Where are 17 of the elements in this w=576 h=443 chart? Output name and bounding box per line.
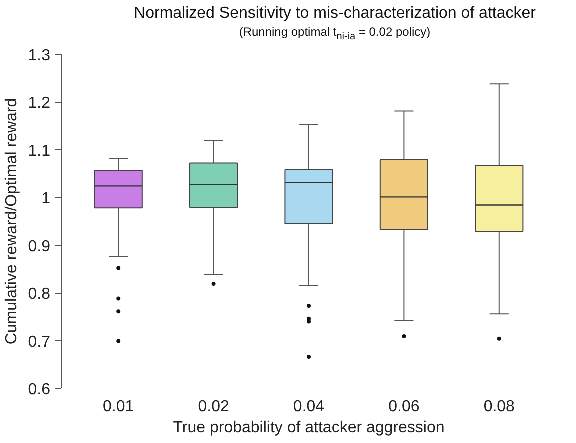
y-tick-label: 0.8: [28, 286, 51, 304]
y-tick-label: 1.3: [28, 48, 51, 64]
x-tick-label: 0.01: [103, 398, 134, 416]
chart-subtitle: (Running optimal t$_{ni-ia}$ = 0.02 policy): [238, 24, 432, 44]
x-tick-label: 0.06: [388, 398, 420, 416]
y-tick-label: 0.9: [28, 238, 51, 256]
chart-title: Normalized Sensitivity to mis-characterization of attacker: [133, 4, 537, 24]
y-axis-title: Cumulative reward/Optimal reward: [3, 98, 20, 345]
y-tick-label: 0.6: [28, 382, 51, 398]
x-axis-title: True probability of attacker aggression: [173, 420, 445, 436]
y-tick-label: 1: [42, 190, 51, 208]
y-tick-label: 0.7: [28, 334, 51, 351]
x-tick-label: 0.02: [198, 398, 230, 416]
y-tick-label: 1.1: [28, 142, 51, 160]
x-tick-label: 0.08: [484, 398, 516, 416]
x-tick-label: 0.04: [293, 398, 325, 416]
y-tick-label: 1.2: [28, 95, 51, 112]
